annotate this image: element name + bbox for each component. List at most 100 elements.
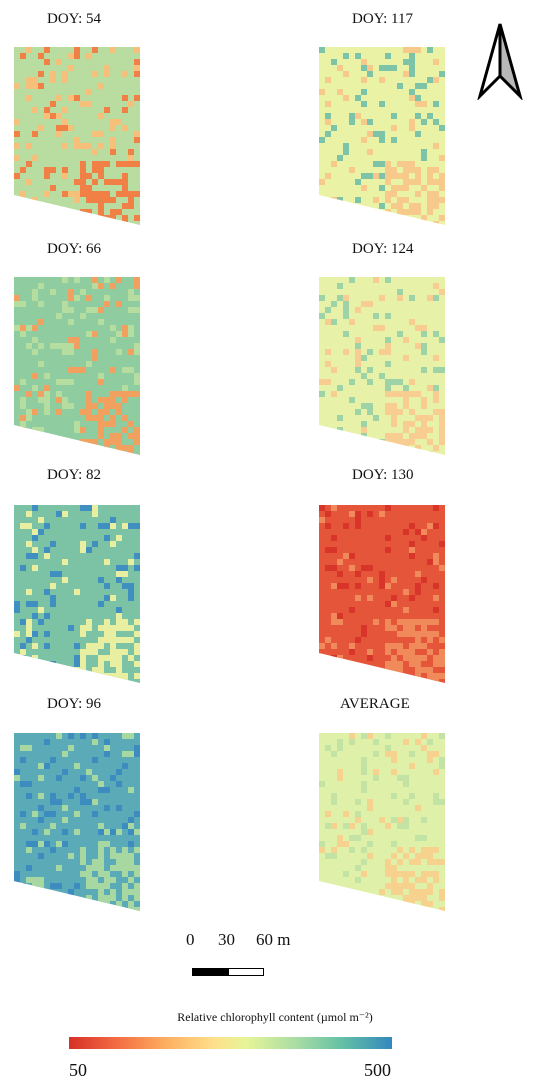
raster-cell bbox=[98, 409, 104, 415]
raster-cell bbox=[104, 191, 110, 197]
raster-cell bbox=[325, 349, 331, 355]
raster-cell bbox=[62, 769, 68, 775]
raster-cell bbox=[104, 829, 110, 835]
raster-cell bbox=[116, 805, 122, 811]
raster-cell bbox=[116, 191, 122, 197]
raster-cell bbox=[98, 601, 104, 607]
raster-cell bbox=[349, 739, 355, 745]
raster-cell bbox=[86, 643, 92, 649]
raster-cell bbox=[331, 125, 337, 131]
raster-cell bbox=[68, 295, 74, 301]
raster-cell bbox=[110, 403, 116, 409]
raster-cell bbox=[92, 403, 98, 409]
raster-cell bbox=[86, 907, 92, 911]
raster-cell bbox=[62, 277, 68, 283]
raster-cell bbox=[44, 385, 50, 391]
raster-cell bbox=[361, 565, 367, 571]
raster-cell bbox=[373, 895, 379, 901]
raster-cell bbox=[68, 307, 74, 313]
raster-cell bbox=[409, 547, 415, 553]
raster-cell bbox=[80, 541, 86, 547]
raster-cell bbox=[421, 325, 427, 331]
raster-cell bbox=[98, 889, 104, 895]
raster-cell bbox=[104, 739, 110, 745]
raster-cell bbox=[367, 349, 373, 355]
raster-cell bbox=[74, 589, 80, 595]
raster-cell bbox=[349, 319, 355, 325]
raster-cell bbox=[391, 451, 397, 455]
raster-cell bbox=[110, 775, 116, 781]
raster-cell bbox=[421, 895, 427, 901]
raster-cell bbox=[110, 595, 116, 601]
raster-cell bbox=[433, 391, 439, 397]
raster-cell bbox=[50, 167, 56, 173]
raster-cell bbox=[44, 589, 50, 595]
raster-cell bbox=[385, 403, 391, 409]
raster-cell bbox=[361, 871, 367, 877]
raster-cell bbox=[391, 793, 397, 799]
raster-cell bbox=[409, 295, 415, 301]
raster-cell bbox=[343, 71, 349, 77]
raster-cell bbox=[44, 59, 50, 65]
raster-cell bbox=[98, 901, 104, 907]
raster-cell bbox=[86, 619, 92, 625]
raster-cell bbox=[134, 307, 140, 313]
raster-cell bbox=[110, 865, 116, 871]
raster-cell bbox=[367, 733, 373, 739]
raster-cell bbox=[14, 295, 20, 301]
raster-cell bbox=[32, 877, 38, 883]
raster-cell bbox=[122, 325, 128, 331]
raster-cell bbox=[32, 439, 38, 445]
raster-cell bbox=[80, 907, 86, 911]
raster-cell bbox=[373, 619, 379, 625]
raster-cell bbox=[20, 53, 26, 59]
raster-cell bbox=[409, 883, 415, 889]
raster-cell bbox=[26, 877, 32, 883]
panel-title-doy124: DOY: 124 bbox=[352, 241, 414, 257]
raster-cell bbox=[415, 529, 421, 535]
raster-cell bbox=[427, 191, 433, 197]
raster-cell bbox=[361, 769, 367, 775]
raster-cell bbox=[355, 197, 361, 203]
raster-cell bbox=[379, 203, 385, 209]
raster-cell bbox=[433, 769, 439, 775]
raster-cell bbox=[391, 173, 397, 179]
raster-cell bbox=[26, 541, 32, 547]
raster-cell bbox=[403, 631, 409, 637]
raster-cell bbox=[337, 427, 343, 433]
raster-cell bbox=[14, 215, 20, 221]
raster-cell bbox=[367, 149, 373, 155]
raster-cell bbox=[397, 289, 403, 295]
raster-cell bbox=[403, 385, 409, 391]
raster-cell bbox=[122, 179, 128, 185]
raster-cell bbox=[32, 433, 38, 439]
raster-cell bbox=[98, 209, 104, 215]
north-arrow-icon bbox=[476, 22, 524, 102]
raster-cell bbox=[433, 583, 439, 589]
raster-cell bbox=[427, 415, 433, 421]
raster-cell bbox=[110, 209, 116, 215]
raster-cell bbox=[80, 793, 86, 799]
raster-cell bbox=[104, 673, 110, 679]
raster-cell bbox=[98, 847, 104, 853]
raster-cell bbox=[325, 101, 331, 107]
raster-cell bbox=[361, 403, 367, 409]
raster-cell bbox=[116, 349, 122, 355]
raster-cell bbox=[403, 817, 409, 823]
raster-cell bbox=[427, 739, 433, 745]
raster-cell bbox=[110, 197, 116, 203]
raster-cell bbox=[331, 391, 337, 397]
raster-cell bbox=[92, 451, 98, 455]
raster-cell bbox=[110, 179, 116, 185]
raster-cell bbox=[62, 77, 68, 83]
raster-cell bbox=[415, 637, 421, 643]
raster-cell bbox=[38, 125, 44, 131]
raster-cell bbox=[74, 763, 80, 769]
raster-cell bbox=[122, 649, 128, 655]
raster-cell bbox=[110, 853, 116, 859]
raster-cell bbox=[74, 191, 80, 197]
raster-cell bbox=[98, 673, 104, 679]
raster-cell bbox=[122, 679, 128, 683]
raster-cell bbox=[379, 101, 385, 107]
raster-cell bbox=[116, 769, 122, 775]
